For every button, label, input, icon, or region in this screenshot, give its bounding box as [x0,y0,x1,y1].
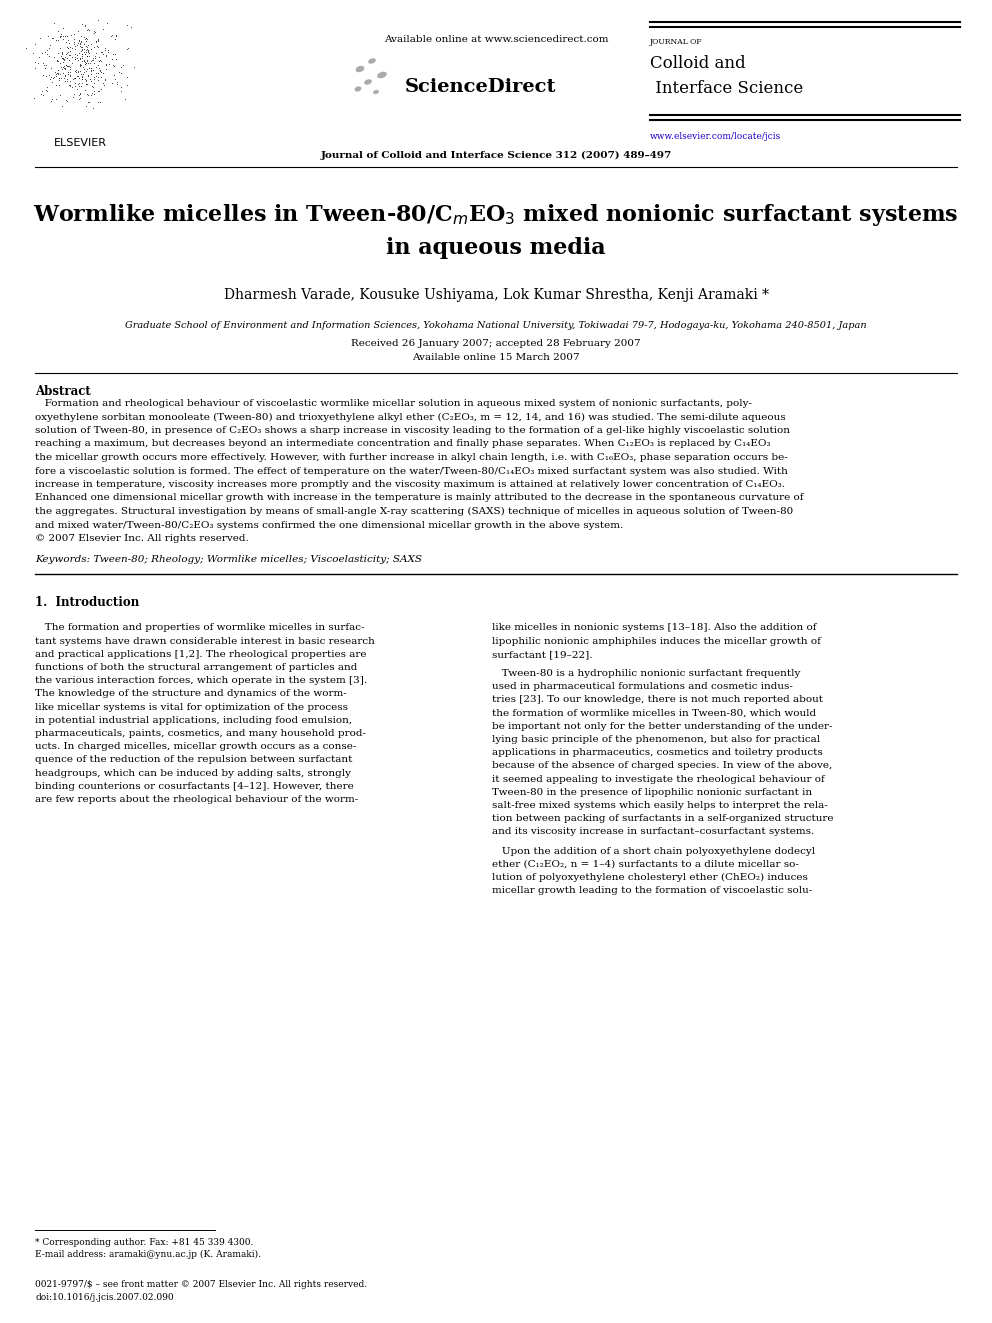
Text: headgroups, which can be induced by adding salts, strongly: headgroups, which can be induced by addi… [35,769,351,778]
Text: the aggregates. Structural investigation by means of small-angle X-ray scatterin: the aggregates. Structural investigation… [35,507,794,516]
Text: tries [23]. To our knowledge, there is not much reported about: tries [23]. To our knowledge, there is n… [492,696,823,705]
Ellipse shape [356,66,364,73]
Text: used in pharmaceutical formulations and cosmetic indus-: used in pharmaceutical formulations and … [492,683,793,692]
Text: ucts. In charged micelles, micellar growth occurs as a conse-: ucts. In charged micelles, micellar grow… [35,742,356,751]
Text: oxyethylene sorbitan monooleate (Tween-80) and trioxyethylene alkyl ether (C₂EO₃: oxyethylene sorbitan monooleate (Tween-8… [35,413,786,422]
Text: like micellar systems is vital for optimization of the process: like micellar systems is vital for optim… [35,703,348,712]
Text: Graduate School of Environment and Information Sciences, Yokohama National Unive: Graduate School of Environment and Infor… [125,320,867,329]
Text: lying basic principle of the phenomenon, but also for practical: lying basic principle of the phenomenon,… [492,736,820,744]
Text: Tween-80 is a hydrophilic nonionic surfactant frequently: Tween-80 is a hydrophilic nonionic surfa… [492,669,801,679]
Text: functions of both the structural arrangement of particles and: functions of both the structural arrange… [35,663,357,672]
Text: Received 26 January 2007; accepted 28 February 2007: Received 26 January 2007; accepted 28 Fe… [351,339,641,348]
Text: applications in pharmaceutics, cosmetics and toiletry products: applications in pharmaceutics, cosmetics… [492,749,822,757]
Text: ScienceDirect: ScienceDirect [405,78,557,97]
Text: 0021-9797/$ – see front matter © 2007 Elsevier Inc. All rights reserved.: 0021-9797/$ – see front matter © 2007 El… [35,1279,367,1289]
Text: Available online 15 March 2007: Available online 15 March 2007 [413,353,579,363]
Text: surfactant [19–22].: surfactant [19–22]. [492,650,592,659]
Text: and mixed water/Tween-80/C₂EO₃ systems confirmed the one dimensional micellar gr: and mixed water/Tween-80/C₂EO₃ systems c… [35,520,623,529]
Text: lution of polyoxyethylene cholesteryl ether (ChEO₂) induces: lution of polyoxyethylene cholesteryl et… [492,873,807,882]
Text: www.elsevier.com/locate/jcis: www.elsevier.com/locate/jcis [650,132,782,142]
Text: and its viscosity increase in surfactant–cosurfactant systems.: and its viscosity increase in surfactant… [492,827,814,836]
Text: pharmaceuticals, paints, cosmetics, and many household prod-: pharmaceuticals, paints, cosmetics, and … [35,729,366,738]
Text: E-mail address: aramaki@ynu.ac.jp (K. Aramaki).: E-mail address: aramaki@ynu.ac.jp (K. Ar… [35,1250,261,1259]
Text: solution of Tween-80, in presence of C₂EO₃ shows a sharp increase in viscosity l: solution of Tween-80, in presence of C₂E… [35,426,790,435]
Text: Upon the addition of a short chain polyoxyethylene dodecyl: Upon the addition of a short chain polyo… [492,847,815,856]
Text: the formation of wormlike micelles in Tween-80, which would: the formation of wormlike micelles in Tw… [492,709,816,717]
Text: Abstract: Abstract [35,385,90,398]
Text: Available online at www.sciencedirect.com: Available online at www.sciencedirect.co… [384,36,608,45]
Text: ether (C₁₂EO₂, n = 1–4) surfactants to a dilute micellar so-: ether (C₁₂EO₂, n = 1–4) surfactants to a… [492,860,799,869]
Text: Wormlike micelles in Tween-80/C$_m$EO$_3$ mixed nonionic surfactant systems: Wormlike micelles in Tween-80/C$_m$EO$_3… [34,202,958,228]
Text: * Corresponding author. Fax: +81 45 339 4300.: * Corresponding author. Fax: +81 45 339 … [35,1238,253,1248]
Text: JOURNAL OF: JOURNAL OF [650,38,702,46]
Text: Enhanced one dimensional micellar growth with increase in the temperature is mai: Enhanced one dimensional micellar growth… [35,493,804,503]
Text: like micelles in nonionic systems [13–18]. Also the addition of: like micelles in nonionic systems [13–18… [492,623,816,632]
Text: ELSEVIER: ELSEVIER [54,138,106,148]
Text: reaching a maximum, but decreases beyond an intermediate concentration and final: reaching a maximum, but decreases beyond… [35,439,771,448]
Text: and practical applications [1,2]. The rheological properties are: and practical applications [1,2]. The rh… [35,650,366,659]
Text: are few reports about the rheological behaviour of the worm-: are few reports about the rheological be… [35,795,358,804]
Text: in potential industrial applications, including food emulsion,: in potential industrial applications, in… [35,716,352,725]
Text: the various interaction forces, which operate in the system [3].: the various interaction forces, which op… [35,676,367,685]
Text: doi:10.1016/j.jcis.2007.02.090: doi:10.1016/j.jcis.2007.02.090 [35,1293,174,1302]
Text: micellar growth leading to the formation of viscoelastic solu-: micellar growth leading to the formation… [492,886,812,896]
Text: © 2007 Elsevier Inc. All rights reserved.: © 2007 Elsevier Inc. All rights reserved… [35,534,249,542]
Text: tion between packing of surfactants in a self-organized structure: tion between packing of surfactants in a… [492,814,833,823]
Ellipse shape [364,79,372,85]
Ellipse shape [368,58,376,64]
Text: tant systems have drawn considerable interest in basic research: tant systems have drawn considerable int… [35,636,375,646]
Text: The knowledge of the structure and dynamics of the worm-: The knowledge of the structure and dynam… [35,689,347,699]
Text: it seemed appealing to investigate the rheological behaviour of: it seemed appealing to investigate the r… [492,775,824,783]
Ellipse shape [373,90,379,94]
Text: Journal of Colloid and Interface Science 312 (2007) 489–497: Journal of Colloid and Interface Science… [320,151,672,160]
Text: Tween-80 in the presence of lipophilic nonionic surfactant in: Tween-80 in the presence of lipophilic n… [492,789,812,796]
Text: Keywords: Tween-80; Rheology; Wormlike micelles; Viscoelasticity; SAXS: Keywords: Tween-80; Rheology; Wormlike m… [35,556,422,565]
Ellipse shape [354,86,361,91]
Text: Interface Science: Interface Science [650,79,804,97]
Text: be important not only for the better understanding of the under-: be important not only for the better und… [492,722,832,730]
Text: salt-free mixed systems which easily helps to interpret the rela-: salt-free mixed systems which easily hel… [492,802,827,810]
Text: The formation and properties of wormlike micelles in surfac-: The formation and properties of wormlike… [35,623,364,632]
Text: because of the absence of charged species. In view of the above,: because of the absence of charged specie… [492,762,832,770]
Text: 1.  Introduction: 1. Introduction [35,595,139,609]
Text: Dharmesh Varade, Kousuke Ushiyama, Lok Kumar Shrestha, Kenji Aramaki *: Dharmesh Varade, Kousuke Ushiyama, Lok K… [223,288,769,302]
Text: in aqueous media: in aqueous media [386,237,606,259]
Text: lipophilic nonionic amphiphiles induces the micellar growth of: lipophilic nonionic amphiphiles induces … [492,636,820,646]
Text: quence of the reduction of the repulsion between surfactant: quence of the reduction of the repulsion… [35,755,352,765]
Text: Formation and rheological behaviour of viscoelastic wormlike micellar solution i: Formation and rheological behaviour of v… [35,400,752,407]
Text: the micellar growth occurs more effectively. However, with further increase in a: the micellar growth occurs more effectiv… [35,452,788,462]
Text: fore a viscoelastic solution is formed. The effect of temperature on the water/T: fore a viscoelastic solution is formed. … [35,467,788,475]
Text: Colloid and: Colloid and [650,56,746,71]
Ellipse shape [377,71,387,78]
Text: increase in temperature, viscosity increases more promptly and the viscosity max: increase in temperature, viscosity incre… [35,480,785,490]
Text: binding counterions or cosurfactants [4–12]. However, there: binding counterions or cosurfactants [4–… [35,782,354,791]
